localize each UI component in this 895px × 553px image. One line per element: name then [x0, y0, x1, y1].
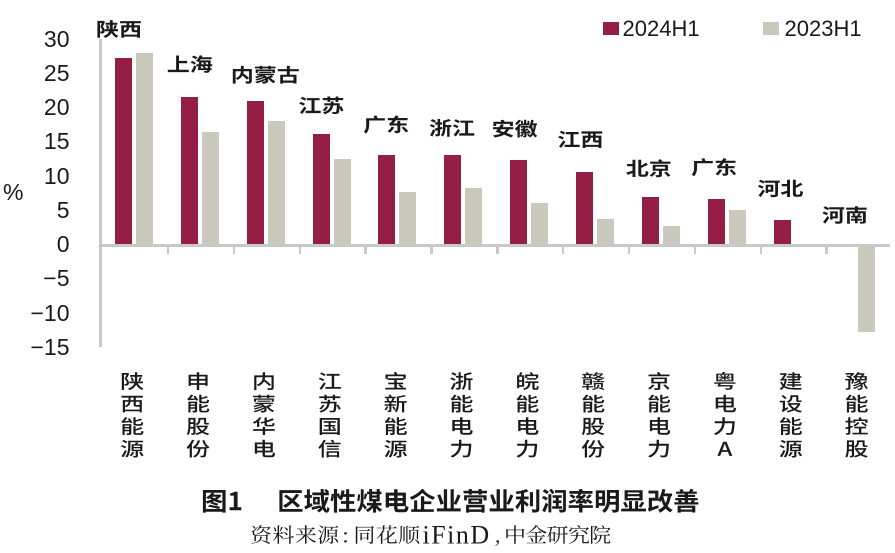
- svg-text:iFinD: iFinD: [423, 521, 491, 550]
